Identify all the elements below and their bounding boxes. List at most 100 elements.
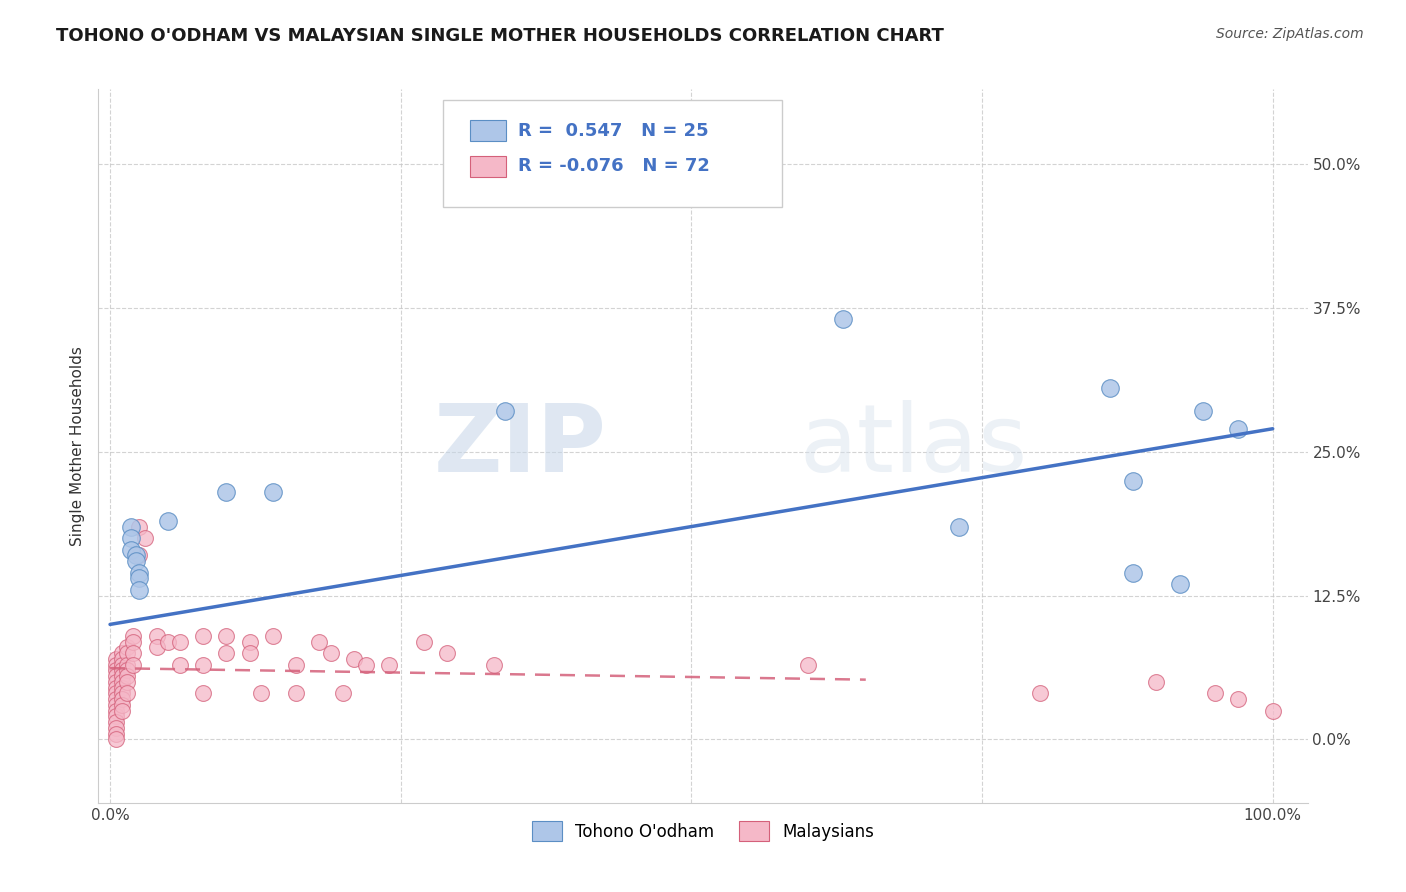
Point (111, 686, 134, 700)
Point (104, 732, 127, 747)
Point (120, 519, 142, 533)
Point (128, 582, 150, 597)
Point (104, 657, 127, 672)
Point (1226, 422, 1249, 436)
Point (128, 571, 150, 585)
Point (122, 629, 145, 643)
Point (494, 404, 516, 418)
Point (111, 664, 134, 678)
Point (111, 646, 134, 660)
Text: atlas: atlas (800, 400, 1028, 492)
Point (332, 686, 354, 700)
Point (117, 669, 139, 683)
Text: R =  0.547   N = 25: R = 0.547 N = 25 (517, 121, 709, 139)
Point (191, 657, 214, 672)
Point (117, 675, 139, 690)
Point (134, 531, 156, 545)
Point (145, 640, 167, 655)
FancyBboxPatch shape (443, 100, 782, 207)
Point (413, 634, 436, 648)
Point (104, 698, 127, 712)
Point (117, 657, 139, 672)
Point (1122, 566, 1144, 580)
Point (104, 704, 127, 718)
Point (157, 634, 180, 648)
FancyBboxPatch shape (470, 120, 506, 141)
Point (191, 686, 214, 700)
Point (285, 686, 308, 700)
Point (128, 519, 150, 533)
Point (1122, 474, 1144, 488)
Point (145, 629, 167, 643)
Point (262, 629, 284, 643)
Point (308, 634, 330, 648)
Point (104, 709, 127, 723)
Point (111, 704, 134, 718)
Y-axis label: Single Mother Households: Single Mother Households (70, 346, 86, 546)
Point (831, 312, 853, 326)
Point (104, 721, 127, 735)
Point (250, 686, 273, 700)
Point (111, 692, 134, 706)
Point (128, 549, 150, 563)
Point (482, 657, 505, 672)
Point (117, 640, 139, 655)
Point (1098, 381, 1121, 395)
Text: Source: ZipAtlas.com: Source: ZipAtlas.com (1216, 27, 1364, 41)
Point (239, 634, 262, 648)
Point (703, 174, 725, 188)
Point (128, 566, 150, 580)
Point (111, 681, 134, 695)
Point (191, 629, 214, 643)
Point (262, 485, 284, 500)
Point (1226, 692, 1249, 706)
Point (120, 531, 142, 545)
Point (1261, 704, 1284, 718)
Point (354, 657, 377, 672)
Point (378, 657, 401, 672)
Point (343, 652, 366, 666)
Point (122, 657, 145, 672)
Point (215, 646, 238, 660)
Point (169, 657, 191, 672)
Point (1204, 686, 1226, 700)
Point (117, 686, 139, 700)
Point (111, 652, 134, 666)
Point (436, 646, 458, 660)
Point (169, 634, 191, 648)
Point (239, 646, 262, 660)
Text: R = -0.076   N = 72: R = -0.076 N = 72 (517, 157, 710, 175)
Point (122, 634, 145, 648)
Point (796, 657, 818, 672)
Point (104, 692, 127, 706)
Text: ZIP: ZIP (433, 400, 606, 492)
Point (157, 514, 180, 528)
Point (215, 485, 238, 500)
Point (104, 675, 127, 690)
Point (319, 646, 342, 660)
Point (111, 669, 134, 683)
Legend: Tohono O'odham, Malaysians: Tohono O'odham, Malaysians (524, 814, 882, 848)
Point (285, 657, 308, 672)
Point (117, 664, 139, 678)
Point (104, 669, 127, 683)
Point (104, 727, 127, 741)
Point (120, 542, 142, 557)
Point (111, 657, 134, 672)
Text: TOHONO O'ODHAM VS MALAYSIAN SINGLE MOTHER HOUSEHOLDS CORRELATION CHART: TOHONO O'ODHAM VS MALAYSIAN SINGLE MOTHE… (56, 27, 943, 45)
Point (111, 675, 134, 690)
Point (104, 664, 127, 678)
Point (104, 715, 127, 730)
Point (1144, 675, 1167, 690)
Point (1168, 577, 1191, 591)
Point (948, 519, 970, 533)
Point (124, 554, 146, 568)
Point (1029, 686, 1052, 700)
Point (215, 629, 238, 643)
Point (124, 549, 146, 563)
Point (1192, 404, 1215, 418)
Point (104, 652, 127, 666)
Point (104, 686, 127, 700)
Point (122, 646, 145, 660)
FancyBboxPatch shape (470, 155, 506, 177)
